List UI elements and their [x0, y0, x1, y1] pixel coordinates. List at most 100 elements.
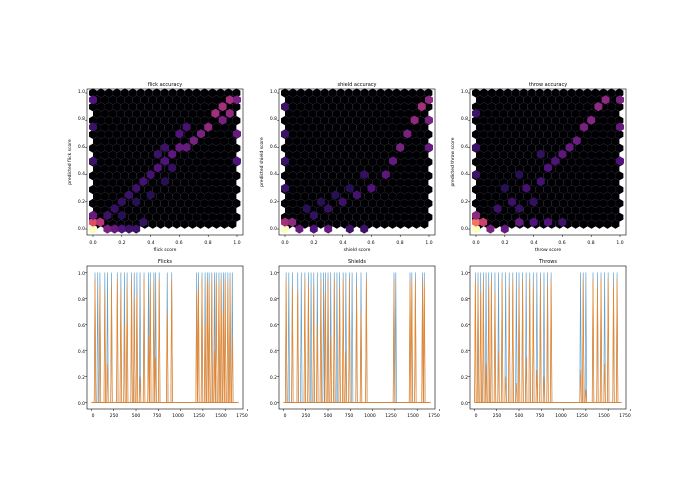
predicted-series-spike: [166, 311, 169, 403]
predicted-series-spike: [474, 278, 477, 403]
hexbin-empty-cell: [599, 116, 608, 126]
hexbin-empty-cell: [559, 88, 568, 98]
hexbin-empty-cell: [124, 122, 133, 133]
hexbin-empty-cell: [160, 88, 169, 98]
x-tick-label: 1250: [193, 413, 205, 419]
hexbin-empty-cell: [372, 191, 381, 202]
hexbin-empty-cell: [599, 185, 608, 195]
hexbin-empty-cell: [196, 205, 205, 215]
hexbin-empty-cell: [232, 212, 241, 222]
hexbin-empty-cell: [595, 164, 604, 174]
hexbin-empty-cell: [308, 164, 317, 174]
hexbin-empty-cell: [527, 88, 536, 98]
hexbin-cell: [396, 142, 405, 152]
y-tick-label: 0.4: [78, 349, 85, 355]
hexbin-empty-cell: [340, 109, 349, 119]
hexbin-empty-cell: [559, 157, 568, 167]
hexbin-empty-cell: [575, 198, 584, 208]
hexbin-empty-cell: [184, 185, 193, 195]
hexbin-empty-cell: [312, 143, 321, 153]
y-tick-label: 0.6: [270, 323, 277, 329]
predicted-series-spike: [324, 291, 327, 403]
y-tick-label: 1.0: [78, 271, 85, 277]
hexbin-empty-cell: [559, 198, 568, 208]
predicted-series-spike: [423, 285, 426, 403]
hexbin-empty-cell: [124, 178, 133, 188]
hexbin-empty-cell: [100, 178, 109, 188]
hexbin-empty-cell: [587, 219, 596, 229]
hexbin-empty-cell: [511, 102, 520, 112]
hexbin-empty-cell: [172, 95, 181, 105]
y-tick-label: 0.4: [270, 171, 277, 177]
hexbin-empty-cell: [192, 88, 201, 98]
hexbin-empty-cell: [587, 164, 596, 174]
hexbin-cell: [515, 170, 524, 180]
hexbin-empty-cell: [527, 102, 536, 112]
hexbin-empty-cell: [511, 116, 520, 126]
hexbin-empty-cell: [396, 205, 405, 215]
hexbin-empty-cell: [368, 171, 377, 181]
hexbin-empty-cell: [599, 198, 608, 208]
hexbin-empty-cell: [128, 212, 137, 222]
hexbin-empty-cell: [352, 88, 361, 98]
hexbin-empty-cell: [300, 164, 309, 174]
hexbin-empty-cell: [416, 129, 425, 139]
hexbin-empty-cell: [320, 129, 329, 139]
x-tick-label: 1.0: [616, 240, 623, 246]
hexbin-empty-cell: [368, 143, 377, 153]
hexbin-empty-cell: [208, 212, 217, 222]
hexbin-empty-cell: [156, 219, 165, 229]
hexbin-empty-cell: [228, 219, 237, 229]
hexbin-empty-cell: [204, 150, 213, 160]
hexbin-empty-cell: [93, 109, 101, 119]
hexbin-empty-cell: [571, 191, 580, 202]
hexbin-empty-cell: [543, 129, 552, 139]
hexbin-empty-cell: [200, 116, 209, 126]
predicted-series-spike: [152, 278, 156, 403]
hexbin-empty-cell: [200, 157, 209, 167]
hexbin-empty-cell: [376, 212, 385, 222]
hexbin-empty-cell: [96, 102, 105, 112]
hexbin-empty-cell: [491, 122, 500, 133]
hexbin-empty-cell: [120, 116, 129, 126]
actual-series-spike: [484, 272, 488, 403]
hexbin-empty-cell: [523, 205, 532, 215]
hexbin-empty-cell: [408, 212, 417, 222]
hexbin-empty-cell: [360, 198, 369, 208]
hexbin-empty-cell: [288, 198, 297, 208]
y-tick-label: 0.0: [270, 401, 277, 407]
hexbin-empty-cell: [483, 150, 492, 160]
hexbin-empty-cell: [285, 109, 293, 119]
hexbin-empty-cell: [184, 88, 193, 98]
hexbin-empty-cell: [575, 102, 584, 112]
hexbin-empty-cell: [285, 136, 293, 146]
hexbin-empty-cell: [300, 178, 309, 188]
hexbin-empty-cell: [212, 164, 221, 174]
hexbin-empty-cell: [384, 185, 393, 195]
x-tick-label: 1000: [555, 413, 567, 419]
x-tick-label: 0: [284, 413, 287, 419]
predicted-series-spike: [612, 285, 615, 403]
hexbin-empty-cell: [348, 95, 357, 105]
hexbin-empty-cell: [184, 198, 193, 208]
hexbin-empty-cell: [108, 136, 117, 146]
hexbin-empty-cell: [587, 109, 596, 119]
hexbin-empty-cell: [420, 219, 429, 229]
hexbin-empty-cell: [100, 109, 109, 119]
hexbin-empty-cell: [583, 143, 592, 153]
hexbin-cell: [125, 190, 133, 200]
hexbin-empty-cell: [296, 129, 305, 139]
hexbin-cell: [486, 224, 495, 234]
predicted-series-spike: [584, 389, 588, 403]
hexbin-empty-cell: [340, 178, 349, 188]
hexbin-empty-cell: [348, 205, 357, 215]
x-tick-label: 0.6: [558, 240, 565, 246]
hexbin-empty-cell: [368, 116, 377, 126]
hexbin-empty-cell: [136, 116, 145, 126]
hexbin-empty-cell: [180, 219, 189, 229]
hexbin-empty-cell: [591, 185, 600, 195]
hexbin-empty-cell: [288, 171, 297, 181]
hexbin-empty-cell: [344, 88, 353, 98]
x-tick-label: 500: [515, 413, 524, 419]
